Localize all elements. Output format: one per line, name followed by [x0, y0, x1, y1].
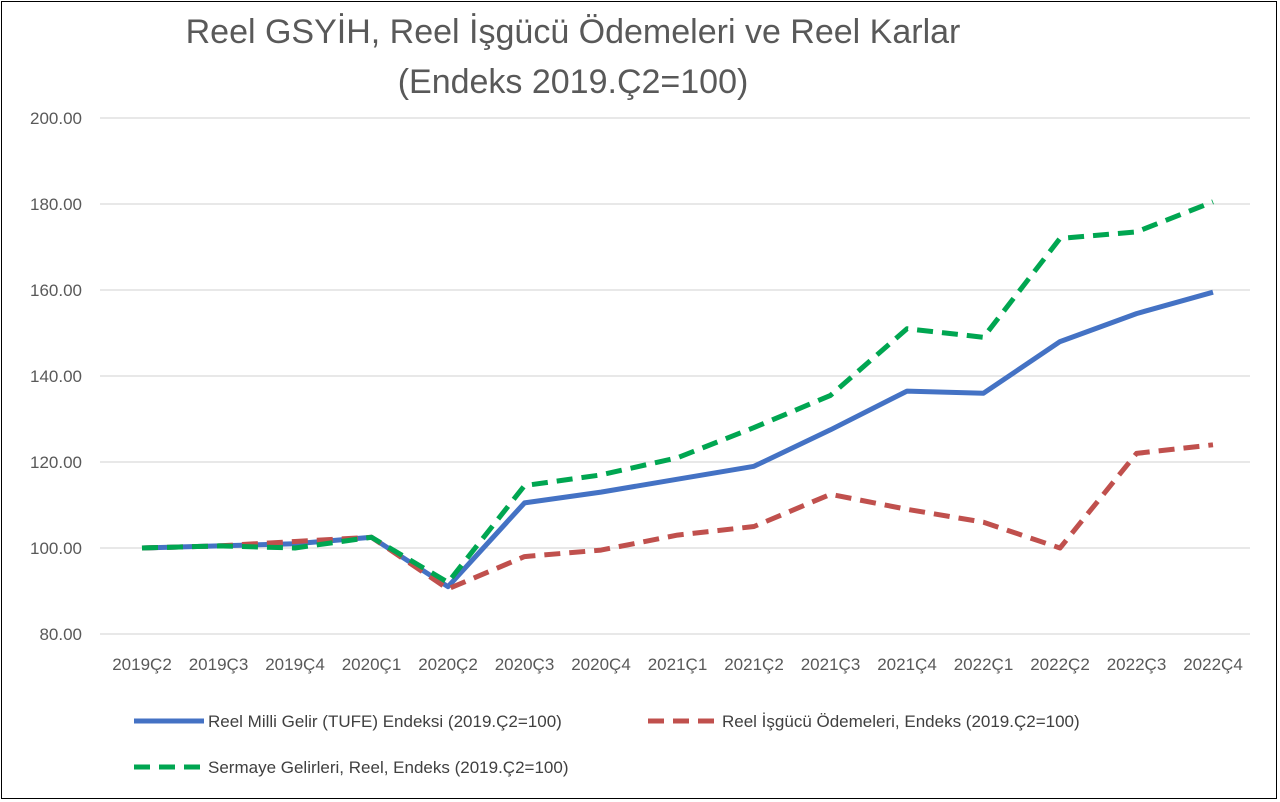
- x-tick-label: 2020Ç1: [342, 655, 402, 674]
- x-tick-label: 2022Ç4: [1183, 655, 1243, 674]
- chart-title: Reel GSYİH, Reel İşgücü Ödemeleri ve Ree…: [185, 13, 961, 51]
- x-tick-label: 2019Ç4: [265, 655, 325, 674]
- legend-label-3: Sermaye Gelirleri, Reel, Endeks (2019.Ç2…: [208, 758, 568, 777]
- series-line-2: [141, 442, 1214, 592]
- x-tick-label: 2020Ç4: [571, 655, 631, 674]
- x-tick-label: 2019Ç3: [189, 655, 249, 674]
- x-tick-label: 2020Ç2: [418, 655, 478, 674]
- x-tick-label: 2019Ç2: [112, 655, 172, 674]
- x-tick-label: 2021Ç2: [724, 655, 784, 674]
- x-tick-label: 2020Ç3: [495, 655, 555, 674]
- x-tick-label: 2021Ç3: [801, 655, 861, 674]
- x-tick-label: 2022Ç1: [954, 655, 1014, 674]
- x-tick-label: 2021Ç1: [648, 655, 708, 674]
- y-tick-label: 180.00: [30, 195, 82, 214]
- y-tick-label: 140.00: [30, 367, 82, 386]
- y-tick-label: 80.00: [39, 625, 82, 644]
- series-line-3: [141, 199, 1214, 585]
- legend-label-2: Reel İşgücü Ödemeleri, Endeks (2019.Ç2=1…: [722, 712, 1080, 731]
- chart-subtitle: (Endeks 2019.Ç2=100): [397, 63, 749, 101]
- y-tick-label: 120.00: [30, 453, 82, 472]
- x-tick-label: 2021Ç4: [877, 655, 937, 674]
- x-tick-label: 2022Ç2: [1030, 655, 1090, 674]
- y-tick-label: 100.00: [30, 539, 82, 558]
- y-tick-label: 160.00: [30, 281, 82, 300]
- x-tick-label: 2022Ç3: [1107, 655, 1167, 674]
- y-tick-label: 200.00: [30, 109, 82, 128]
- legend-label-1: Reel Milli Gelir (TUFE) Endeksi (2019.Ç2…: [208, 712, 562, 731]
